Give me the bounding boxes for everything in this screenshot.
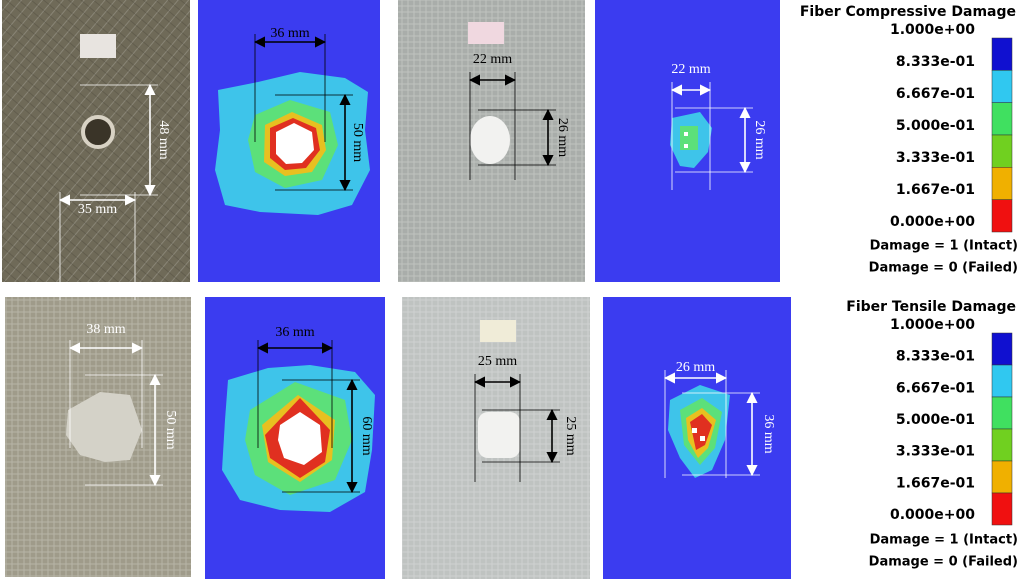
height-label: 60 mm xyxy=(359,416,374,455)
width-label: 36 mm xyxy=(270,26,309,41)
simulation-panel xyxy=(603,297,791,579)
legend-title: Fiber Compressive Damage xyxy=(800,4,1016,20)
colorbar-segment xyxy=(991,167,1013,200)
width-label: 38 mm xyxy=(86,322,125,337)
colorbar-label: 1.667e-01 xyxy=(896,475,975,491)
colorbar-segment xyxy=(991,428,1013,462)
colorbar-label: 1.667e-01 xyxy=(896,182,975,198)
colorbar-segment xyxy=(991,37,1013,71)
simulation-panel xyxy=(595,0,780,282)
colorbar-segment xyxy=(991,460,1013,494)
legend-note: Damage = 1 (Intact) xyxy=(870,239,1018,254)
width-label: 25 mm xyxy=(478,354,517,369)
legend-note: Damage = 1 (Intact) xyxy=(870,533,1018,548)
width-label: 35 mm xyxy=(78,202,117,217)
colorbar-label: 3.333e-01 xyxy=(896,444,975,460)
colorbar-label: 8.333e-01 xyxy=(896,349,975,365)
colorbar-segment xyxy=(991,364,1013,398)
width-label: 26 mm xyxy=(676,360,715,375)
colorbar-label: 5.000e-01 xyxy=(896,118,975,134)
colorbar-label: 0.000e+00 xyxy=(890,507,975,523)
width-label: 22 mm xyxy=(473,52,512,67)
legend-note: Damage = 0 (Failed) xyxy=(869,555,1018,570)
colorbar-label: 0.000e+00 xyxy=(890,214,975,230)
colorbar-segment xyxy=(991,134,1013,168)
width-label: 36 mm xyxy=(275,325,314,340)
height-label: 50 mm xyxy=(163,410,178,449)
colorbar-label: 6.667e-01 xyxy=(896,86,975,102)
colorbar-segment xyxy=(991,492,1013,526)
colorbar-label: 1.000e+00 xyxy=(890,317,975,333)
legend-title: Fiber Tensile Damage xyxy=(846,299,1016,315)
height-label: 26 mm xyxy=(752,120,767,159)
height-label: 48 mm xyxy=(156,120,171,159)
simulation-panel xyxy=(205,297,385,579)
height-label: 25 mm xyxy=(563,416,578,455)
height-label: 26 mm xyxy=(555,118,570,157)
height-label: 36 mm xyxy=(761,414,776,453)
colorbar-segment xyxy=(991,199,1013,233)
colorbar-label: 8.333e-01 xyxy=(896,54,975,70)
width-label: 22 mm xyxy=(671,62,710,77)
colorbar-label: 5.000e-01 xyxy=(896,412,975,428)
colorbar-segment xyxy=(991,332,1013,366)
photo-panel xyxy=(2,0,190,282)
colorbar-segment xyxy=(991,102,1013,136)
colorbar-label: 3.333e-01 xyxy=(896,150,975,166)
colorbar-segment xyxy=(991,396,1013,430)
colorbar-label: 6.667e-01 xyxy=(896,380,975,396)
legend-note: Damage = 0 (Failed) xyxy=(869,261,1018,276)
photo-panel xyxy=(402,297,590,579)
photo-panel xyxy=(398,0,585,282)
colorbar-segment xyxy=(991,70,1013,103)
colorbar-label: 1.000e+00 xyxy=(890,22,975,38)
height-label: 50 mm xyxy=(350,123,365,162)
